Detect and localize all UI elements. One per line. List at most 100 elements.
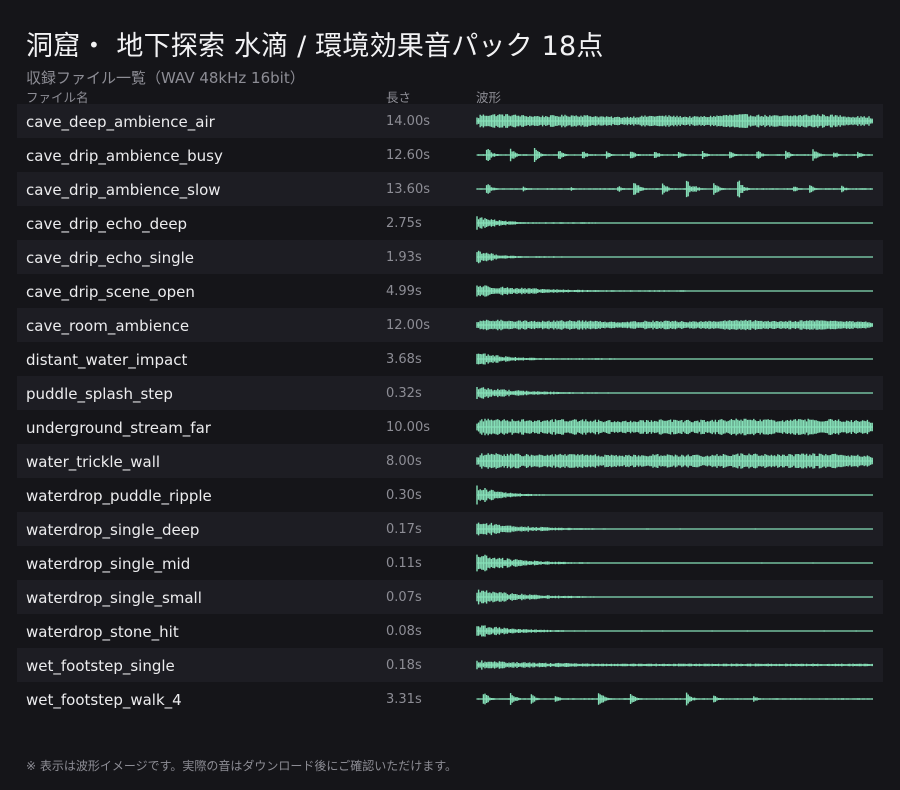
waveform-preview bbox=[476, 548, 874, 578]
table-header: ファイル名 長さ 波形 bbox=[17, 86, 883, 105]
waveform-envelope bbox=[476, 353, 616, 365]
file-name: wet_footstep_walk_4 bbox=[26, 691, 182, 709]
waveform-svg bbox=[476, 387, 873, 399]
file-name: waterdrop_puddle_ripple bbox=[26, 487, 212, 505]
table-row[interactable]: cave_drip_scene_open 4.99s bbox=[17, 274, 883, 308]
file-length: 3.68s bbox=[386, 352, 422, 367]
table-row[interactable]: cave_deep_ambience_air 14.00s bbox=[17, 104, 883, 138]
table-row[interactable]: cave_drip_echo_deep 2.75s bbox=[17, 206, 883, 240]
file-name: water_trickle_wall bbox=[26, 453, 161, 471]
waveform-preview bbox=[476, 684, 874, 714]
file-length: 0.17s bbox=[386, 522, 422, 537]
file-name: underground_stream_far bbox=[26, 419, 211, 437]
table-row[interactable]: underground_stream_far 10.00s bbox=[17, 410, 883, 444]
file-length: 1.93s bbox=[386, 250, 422, 265]
waveform-envelope bbox=[476, 522, 867, 536]
file-name: waterdrop_single_mid bbox=[26, 555, 191, 573]
table-row[interactable]: puddle_splash_step 0.32s bbox=[17, 376, 883, 410]
page-title: 洞窟・ 地下探索 水滴 / 環境効果音パック 18点 bbox=[26, 31, 604, 62]
file-name: cave_drip_echo_single bbox=[26, 249, 194, 267]
table-row[interactable]: waterdrop_single_small 0.07s bbox=[17, 580, 883, 614]
file-length: 4.99s bbox=[386, 284, 422, 299]
file-name: cave_deep_ambience_air bbox=[26, 113, 215, 131]
file-length: 0.11s bbox=[386, 556, 422, 571]
waveform-preview bbox=[476, 344, 874, 374]
waveform-preview bbox=[476, 378, 874, 408]
waveform-svg bbox=[476, 625, 873, 637]
waveform-envelope bbox=[476, 660, 873, 670]
waveform-preview bbox=[476, 310, 874, 340]
waveform-preview bbox=[476, 582, 874, 612]
table-row[interactable]: waterdrop_stone_hit 0.08s bbox=[17, 614, 883, 648]
table-row[interactable]: cave_drip_ambience_busy 12.60s bbox=[17, 138, 883, 172]
file-name: waterdrop_single_small bbox=[26, 589, 202, 607]
file-name: wet_footstep_single bbox=[26, 657, 175, 675]
file-length: 3.31s bbox=[386, 692, 422, 707]
header-waveform: 波形 bbox=[476, 90, 502, 105]
table-row[interactable]: cave_room_ambience 12.00s bbox=[17, 308, 883, 342]
table-row[interactable]: wet_footstep_walk_4 3.31s bbox=[17, 682, 883, 716]
header-file-name: ファイル名 bbox=[26, 90, 89, 105]
waveform-envelope bbox=[476, 418, 873, 436]
waveform-preview bbox=[476, 650, 874, 680]
file-name: distant_water_impact bbox=[26, 351, 188, 369]
waveform-envelope bbox=[476, 250, 565, 264]
waveform-envelope bbox=[476, 285, 696, 297]
waveform-svg bbox=[476, 250, 873, 264]
table-row[interactable]: cave_drip_echo_single 1.93s bbox=[17, 240, 883, 274]
waveform-preview bbox=[476, 106, 874, 136]
waveform-svg bbox=[476, 353, 873, 365]
waveform-preview bbox=[476, 616, 874, 646]
waveform-svg bbox=[476, 453, 873, 469]
file-name: cave_room_ambience bbox=[26, 317, 190, 335]
table-row[interactable]: waterdrop_single_deep 0.17s bbox=[17, 512, 883, 546]
waveform-svg bbox=[476, 319, 873, 331]
file-length: 0.08s bbox=[386, 624, 422, 639]
waveform-envelope bbox=[476, 148, 873, 162]
waveform-envelope bbox=[476, 589, 809, 605]
waveform-preview bbox=[476, 208, 874, 238]
waveform-svg bbox=[476, 216, 873, 230]
table-row[interactable]: distant_water_impact 3.68s bbox=[17, 342, 883, 376]
waveform-preview bbox=[476, 446, 874, 476]
waveform-envelope bbox=[476, 387, 675, 399]
waveform-svg bbox=[476, 485, 873, 505]
file-length: 0.30s bbox=[386, 488, 422, 503]
table-row[interactable]: cave_drip_ambience_slow 13.60s bbox=[17, 172, 883, 206]
waveform-preview bbox=[476, 276, 874, 306]
file-length: 12.00s bbox=[386, 318, 430, 333]
file-length: 0.07s bbox=[386, 590, 422, 605]
file-name: cave_drip_ambience_busy bbox=[26, 147, 223, 165]
file-name: waterdrop_stone_hit bbox=[26, 623, 179, 641]
file-length: 14.00s bbox=[386, 114, 430, 129]
waveform-envelope bbox=[476, 554, 867, 572]
file-length: 2.75s bbox=[386, 216, 422, 231]
file-length: 13.60s bbox=[386, 182, 430, 197]
waveform-envelope bbox=[476, 319, 873, 331]
waveform-svg bbox=[476, 660, 873, 670]
waveform-svg bbox=[476, 692, 873, 706]
waveform-svg bbox=[476, 285, 873, 297]
file-length: 10.00s bbox=[386, 420, 430, 435]
table-row[interactable]: waterdrop_single_mid 0.11s bbox=[17, 546, 883, 580]
footnote: ※ 表示は波形イメージです。実際の音はダウンロード後にご確認いただけます。 bbox=[26, 759, 457, 773]
waveform-envelope bbox=[476, 485, 867, 505]
table-row[interactable]: wet_footstep_single 0.18s bbox=[17, 648, 883, 682]
file-name: cave_drip_echo_deep bbox=[26, 215, 188, 233]
waveform-envelope bbox=[476, 216, 597, 230]
waveform-svg bbox=[476, 589, 873, 605]
table-row[interactable]: water_trickle_wall 8.00s bbox=[17, 444, 883, 478]
file-name: cave_drip_scene_open bbox=[26, 283, 195, 301]
waveform-envelope bbox=[476, 180, 873, 198]
waveform-preview bbox=[476, 174, 874, 204]
waveform-preview bbox=[476, 480, 874, 510]
file-name: cave_drip_ambience_slow bbox=[26, 181, 221, 199]
file-length: 0.32s bbox=[386, 386, 422, 401]
waveform-preview bbox=[476, 140, 874, 170]
table-row[interactable]: waterdrop_puddle_ripple 0.30s bbox=[17, 478, 883, 512]
waveform-envelope bbox=[476, 692, 873, 706]
waveform-envelope bbox=[476, 625, 867, 637]
header-length: 長さ bbox=[386, 90, 412, 105]
file-name: waterdrop_single_deep bbox=[26, 521, 200, 539]
file-length: 12.60s bbox=[386, 148, 430, 163]
